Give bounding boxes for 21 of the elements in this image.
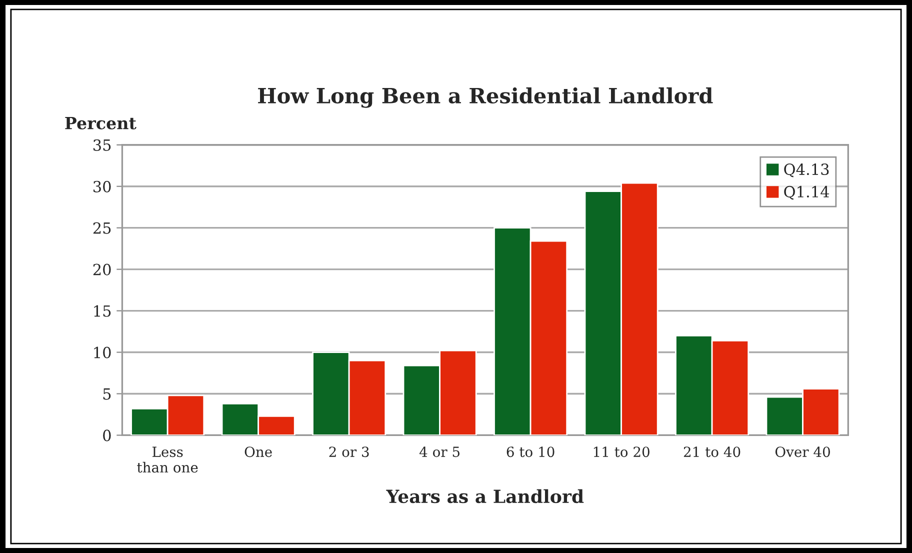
y-tick-label: 5 <box>103 388 111 400</box>
legend-label: Q4.13 <box>784 163 829 178</box>
chart-title: How Long Been a Residential Landlord <box>258 87 713 108</box>
y-axis-title: Percent <box>65 117 136 130</box>
legend-label: Q1.14 <box>784 186 830 200</box>
y-tick-label: 35 <box>94 139 111 151</box>
x-tick-label: 2 or 3 <box>329 446 369 458</box>
y-tick-label: 20 <box>93 264 111 276</box>
y-tick-label: 0 <box>103 430 111 442</box>
y-tick-label: 25 <box>93 222 111 234</box>
y-tick-label: 30 <box>94 180 111 192</box>
x-axis-title: Years as a Landlord <box>386 489 584 504</box>
y-tick-label: 15 <box>94 305 111 317</box>
x-tick-label: Less than one <box>137 446 198 473</box>
y-tick-label: 10 <box>94 346 111 358</box>
x-tick-label: 11 to 20 <box>594 446 650 458</box>
x-tick-label: 4 or 5 <box>419 446 460 458</box>
x-tick-label: 21 to 40 <box>684 446 740 458</box>
x-tick-label: Over 40 <box>775 446 830 458</box>
x-tick-label: 6 to 10 <box>506 446 554 458</box>
x-tick-label: One <box>244 446 272 458</box>
